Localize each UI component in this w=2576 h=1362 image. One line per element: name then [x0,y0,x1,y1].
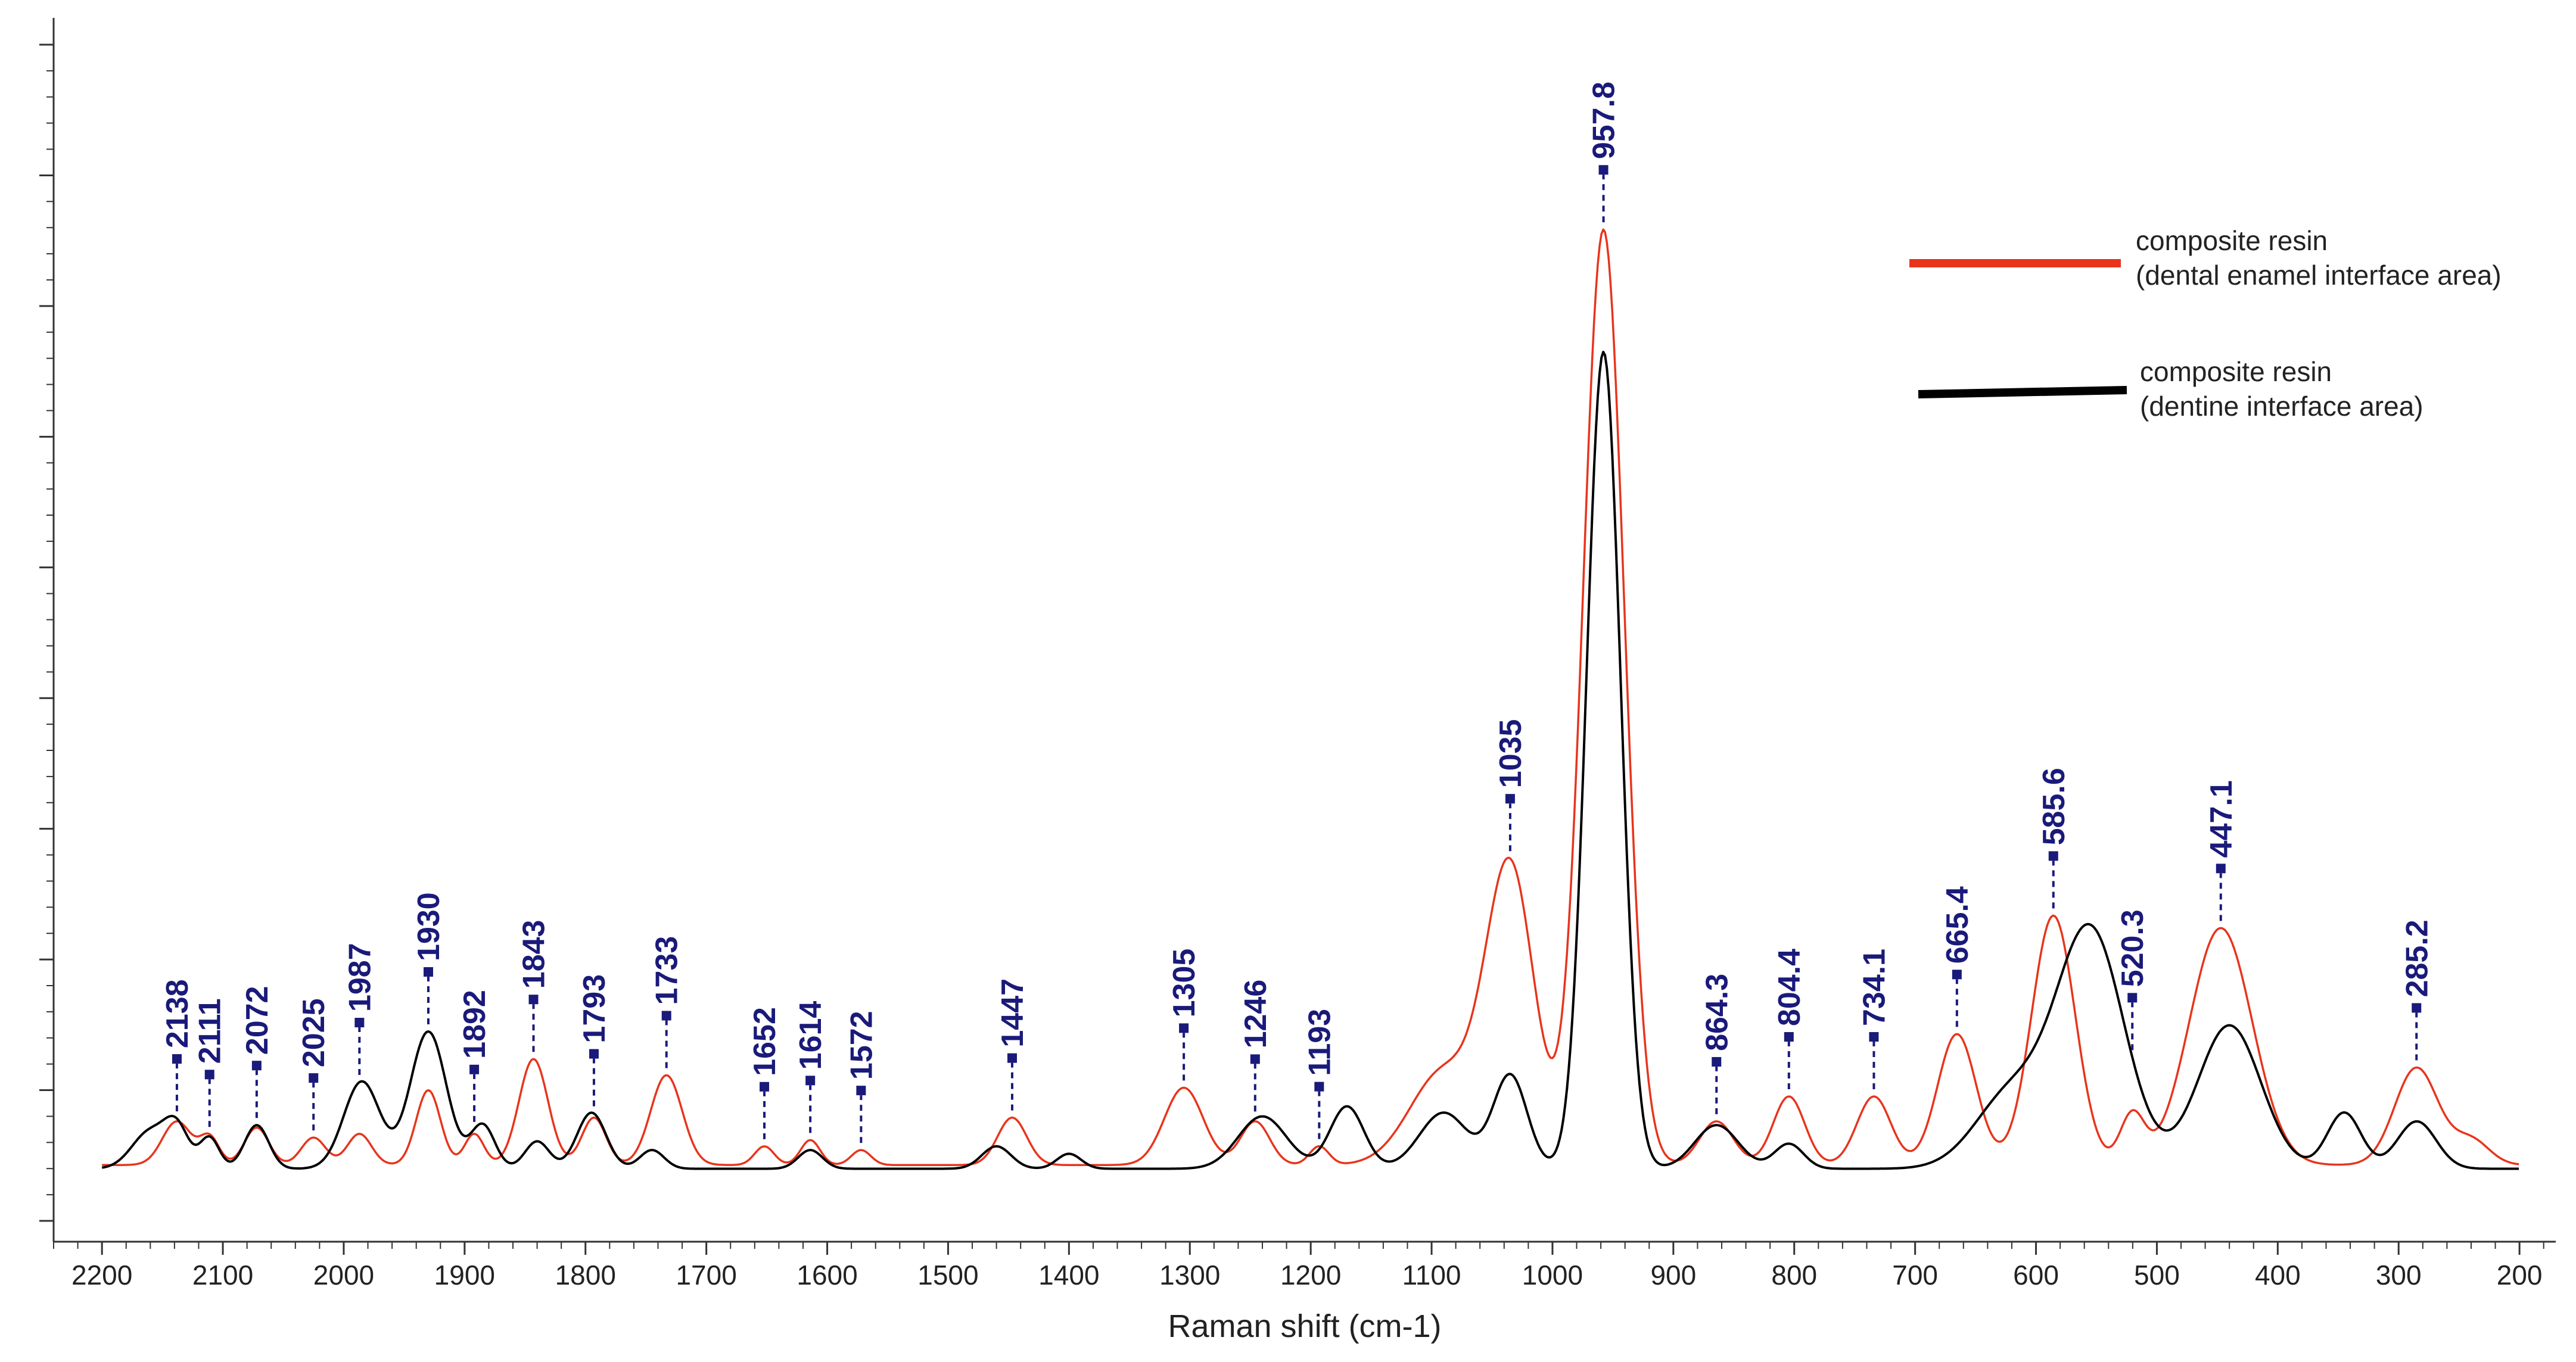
spectrum-series [101,228,2519,1170]
peak-marker-head [2127,993,2138,1003]
peak-label: 2072 [240,986,275,1055]
peak-label: 1193 [1302,1009,1337,1076]
peak-marker-head [589,1049,599,1059]
peak-marker-head [2216,864,2226,874]
peak-marker-head [856,1086,866,1096]
peak-label: 864.3 [1700,974,1734,1051]
peak-label: 1246 [1239,980,1273,1049]
x-tick-label: 1900 [434,1260,495,1291]
x-tick-label: 1700 [676,1260,736,1291]
series-line-enamel [102,228,2519,1166]
peak-marker-head [805,1076,816,1086]
legend: composite resin (dental enamel interface… [1909,225,2502,422]
legend-label-dentine-line1: composite resin [2140,356,2332,387]
peak-label: 285.2 [2400,920,2434,997]
peak-marker-head [661,1011,671,1021]
peak-label: 1930 [412,892,446,961]
legend-label-enamel-line2: (dental enamel interface area) [2136,260,2502,291]
peak-label: 957.8 [1587,82,1622,159]
peak-marker-head [1598,165,1609,175]
x-tick-label: 700 [1892,1260,1938,1291]
peak-marker-head [1314,1082,1324,1092]
peak-marker-head [204,1070,214,1080]
peak-label: 2025 [297,998,331,1067]
peak-marker-head [251,1061,262,1071]
x-tick-label: 900 [1650,1260,1696,1291]
peak-marker-head [2412,1003,2422,1013]
peak-label: 520.3 [2115,909,2150,987]
peak-label: 1572 [844,1011,879,1080]
peak-marker-head [1869,1032,1879,1042]
x-tick-label: 1400 [1038,1260,1099,1291]
peak-marker-head [172,1054,182,1064]
peak-marker-head [1250,1054,1260,1064]
x-tick-label: 1100 [1402,1260,1461,1291]
peak-label: 665.4 [1940,886,1975,964]
x-tick-label: 500 [2134,1260,2180,1291]
peak-label: 1035 [1494,719,1528,788]
peak-label: 447.1 [2204,780,2239,858]
peak-label: 1447 [995,978,1030,1048]
x-tick-label: 1300 [1159,1260,1220,1291]
peak-marker-head [1505,794,1515,804]
peak-marker-head [354,1018,365,1028]
x-tick-label: 2100 [192,1260,253,1291]
peak-label: 1614 [794,1001,828,1070]
x-axis: 2200 2100 2000 1900 1800 1700 1600 1500 1400 1300… [53,1241,2556,1291]
peak-label: 804.4 [1772,949,1807,1026]
peak-label: 1793 [577,974,612,1043]
peak-marker-head [1179,1023,1189,1033]
x-tick-label: 1500 [917,1260,978,1291]
peak-label: 1733 [650,936,685,1005]
peak-label: 2111 [193,998,228,1064]
peak-label: 1843 [517,920,552,989]
x-tick-label: 800 [1771,1260,1817,1291]
peak-marker-head [1712,1056,1722,1067]
peak-label: 2138 [160,979,195,1048]
x-axis-title: Raman shift (cm-1) [1168,1308,1441,1344]
x-tick-label: 1200 [1280,1260,1341,1291]
peak-label: 734.1 [1857,949,1891,1026]
legend-label-enamel-line1: composite resin [2136,225,2328,256]
legend-swatch-dentine [1918,386,2127,398]
peak-marker-head [528,995,539,1005]
legend-label-dentine-line2: (dentine interface area) [2140,391,2423,422]
peak-label: 1305 [1167,949,1202,1018]
x-tick-label: 400 [2255,1260,2301,1291]
series-line-dentine [101,350,2519,1170]
peak-marker-head [469,1064,480,1074]
peak-label: 1652 [748,1007,782,1076]
x-tick-label: 600 [2013,1260,2059,1291]
x-tick-label: 1000 [1522,1260,1583,1291]
peak-label: 585.6 [2037,768,2071,845]
peak-marker-head [1952,970,1962,980]
y-axis [39,18,55,1242]
x-tick-label: 300 [2376,1260,2422,1291]
peak-marker-head [309,1073,319,1083]
peak-marker-head [1784,1032,1794,1042]
peak-label: 1987 [343,943,377,1012]
x-tick-label: 1600 [797,1260,857,1291]
x-tick-label: 2000 [313,1260,374,1291]
peak-marker-head [760,1082,770,1092]
x-tick-label: 200 [2497,1260,2543,1291]
peak-marker-head [2048,851,2058,861]
peak-label: 1892 [458,990,492,1059]
x-tick-label: 1800 [555,1260,616,1291]
x-tick-label: 2200 [71,1260,132,1291]
peak-marker-head [1007,1053,1017,1063]
peak-marker-head [423,967,433,977]
